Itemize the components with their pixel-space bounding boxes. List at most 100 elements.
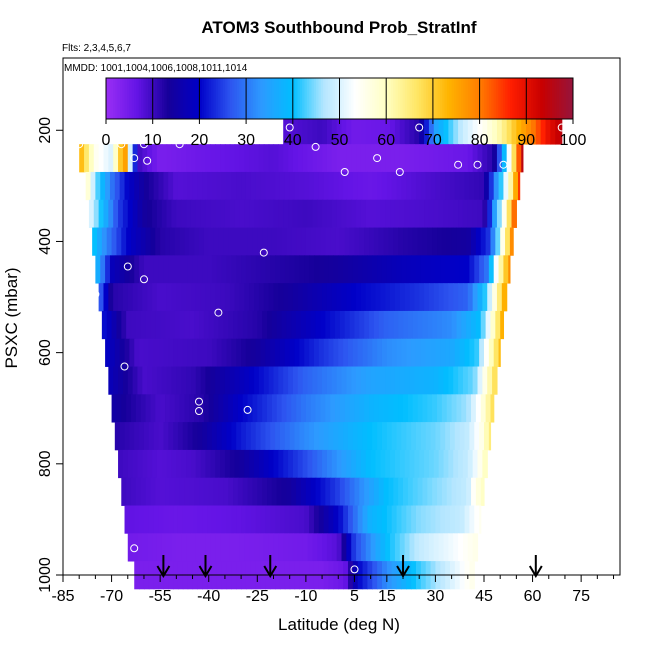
heatmap-cell	[428, 199, 435, 228]
heatmap-cell	[171, 283, 177, 312]
colorbar-segment	[243, 78, 247, 119]
x-tick-label: -10	[294, 588, 317, 605]
heatmap-cell	[409, 116, 415, 145]
heatmap-cell	[194, 227, 200, 256]
heatmap-cell	[343, 255, 349, 284]
heatmap-cell	[291, 310, 297, 340]
heatmap-cell	[268, 449, 275, 479]
heatmap-cell	[220, 449, 226, 479]
heatmap-cell	[380, 283, 386, 312]
heatmap-cell	[451, 477, 458, 506]
heatmap-cell	[254, 283, 260, 312]
colorbar-segment	[372, 78, 376, 119]
heatmap-cell	[307, 533, 313, 562]
heatmap-cell	[475, 227, 482, 256]
heatmap-cell	[197, 338, 203, 367]
heatmap-cell	[292, 283, 299, 312]
heatmap-cell	[399, 144, 406, 173]
heatmap-cell	[192, 505, 198, 534]
heatmap-cell	[200, 533, 207, 562]
heatmap-cell	[477, 449, 483, 479]
heatmap-cell	[211, 171, 218, 201]
colorbar-segment	[558, 78, 562, 119]
heatmap-cell	[85, 171, 92, 201]
heatmap-cell	[215, 199, 221, 228]
heatmap-cell	[317, 144, 323, 173]
heatmap-cell	[325, 394, 331, 423]
plot-frame	[62, 57, 621, 576]
heatmap-cell	[367, 338, 373, 367]
heatmap-cell	[448, 199, 454, 228]
heatmap-cell	[386, 255, 393, 284]
colorbar-segment	[169, 78, 172, 119]
sample-point	[117, 140, 126, 149]
heatmap-cell	[496, 116, 503, 145]
colorbar-segment	[213, 78, 217, 119]
heatmap-cell	[242, 227, 249, 256]
heatmap-cell	[218, 394, 224, 423]
heatmap-cell	[407, 477, 414, 506]
heatmap-cell	[399, 366, 406, 395]
heatmap-cell	[343, 338, 349, 367]
heatmap-cell	[254, 366, 260, 395]
heatmap-cell	[129, 505, 135, 534]
heatmap-cell	[506, 199, 513, 228]
heatmap-cell	[445, 338, 451, 367]
heatmap-cell	[129, 422, 135, 451]
heatmap-cell	[385, 283, 391, 312]
heatmap-cell	[163, 338, 169, 367]
heatmap-cell	[234, 533, 241, 562]
heatmap-cell	[344, 477, 351, 506]
heatmap-cell	[228, 477, 234, 506]
x-tick-label: -85	[51, 588, 74, 605]
pressure-level-550	[101, 310, 505, 340]
heatmap-cell	[420, 422, 427, 451]
colorbar-segment	[414, 78, 418, 119]
heatmap-cell	[177, 171, 184, 201]
heatmap-cell	[475, 394, 482, 423]
heatmap-cell	[326, 144, 333, 173]
heatmap-cell	[472, 199, 479, 228]
colorbar-segment	[563, 78, 567, 119]
colorbar-tick-label: 90	[517, 132, 535, 149]
heatmap-cell	[265, 422, 271, 451]
heatmap-cell	[317, 366, 323, 395]
heatmap-cell	[443, 144, 449, 173]
heatmap-cell	[221, 255, 228, 284]
heatmap-cell	[113, 283, 119, 312]
heatmap-cell	[134, 505, 140, 534]
heatmap-cell	[262, 477, 268, 506]
heatmap-cell	[119, 422, 126, 451]
heatmap-cell	[459, 171, 466, 201]
heatmap-cell	[169, 227, 176, 256]
heatmap-cell	[351, 144, 357, 173]
heatmap-cell	[495, 227, 501, 256]
heatmap-cell	[147, 366, 153, 395]
heatmap-cell	[288, 283, 294, 312]
heatmap-cell	[419, 449, 425, 479]
colorbar-segment	[255, 78, 259, 119]
heatmap-cell	[535, 116, 542, 145]
colorbar-tick-label: 0	[102, 132, 111, 149]
heatmap-cell	[336, 366, 343, 395]
heatmap-cell	[143, 505, 150, 534]
heatmap-cell	[283, 533, 289, 562]
heatmap-cell	[268, 283, 275, 312]
heatmap-cell	[265, 338, 271, 367]
heatmap-cell	[132, 283, 139, 312]
heatmap-cell	[516, 116, 522, 145]
heatmap-cell	[500, 227, 506, 256]
heatmap-cell	[137, 366, 143, 395]
heatmap-cell	[262, 227, 268, 256]
colorbar-segment	[108, 78, 112, 119]
heatmap-cell	[291, 394, 297, 423]
heatmap-cell	[372, 171, 378, 201]
heatmap-cell	[488, 171, 495, 201]
heatmap-cell	[336, 116, 343, 145]
y-tick-label: 400	[37, 228, 54, 255]
x-axis-ticks: -85 -70 -55 -40 -25 -10 5 15 30 45 60 75	[51, 575, 615, 605]
heatmap-cell	[224, 283, 231, 312]
heatmap-cell	[239, 144, 245, 173]
heatmap-cell	[446, 394, 453, 423]
heatmap-cell	[424, 144, 430, 173]
